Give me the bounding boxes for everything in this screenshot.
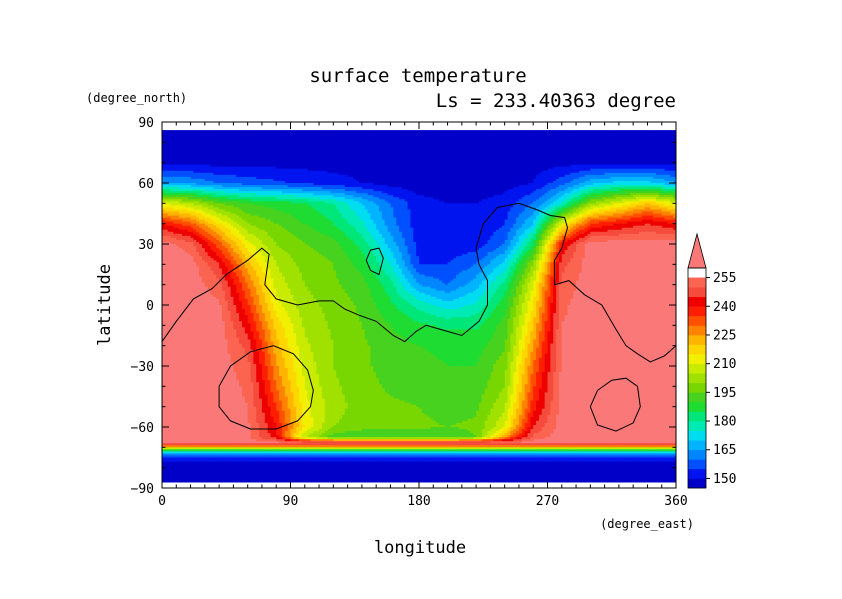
y-axis-label: latitude (95, 264, 115, 346)
chart-title: surface temperature (309, 65, 526, 87)
chart-subtitle: Ls = 233.40363 degree (436, 90, 676, 112)
x-axis-units: (degree_east) (600, 517, 694, 531)
temperature-field (162, 130, 677, 482)
y-axis-units: (degree_north) (86, 91, 187, 105)
x-axis-label: longitude (374, 538, 466, 558)
